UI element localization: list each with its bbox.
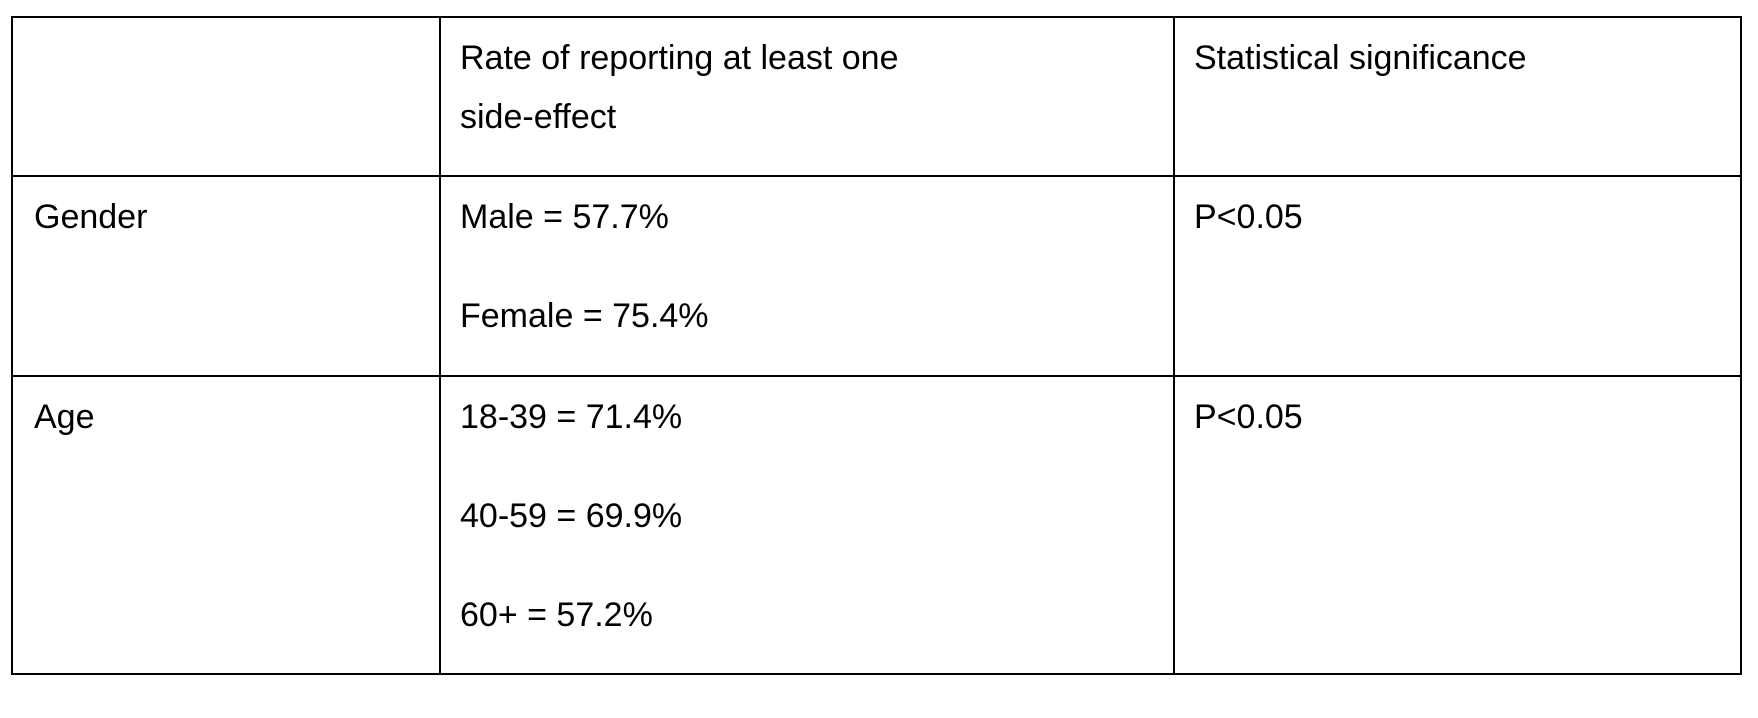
rates-cell: 18-39 = 71.4% 40-59 = 69.9% 60+ = 57.2% [439, 375, 1175, 675]
rate-value-male: Male = 57.7% [460, 198, 669, 236]
rate-value-female: Female = 75.4% [460, 297, 709, 335]
row-label-gender: Gender [34, 198, 148, 236]
side-effects-table: Rate of reporting at least one side-effe… [11, 16, 1742, 675]
rate-value-18-39: 18-39 = 71.4% [460, 398, 683, 436]
header-cell-significance: Statistical significance [1173, 16, 1742, 177]
table-row-age: Age 18-39 = 71.4% 40-59 = 69.9% 60+ = 57… [11, 375, 1742, 675]
table-header-row: Rate of reporting at least one side-effe… [11, 16, 1742, 177]
header-rate-line-1: Rate of reporting at least one [460, 39, 899, 77]
row-label-cell: Age [11, 375, 441, 675]
row-label-age: Age [34, 398, 95, 436]
rate-value-60-plus: 60+ = 57.2% [460, 596, 653, 634]
significance-value-age: P<0.05 [1194, 398, 1303, 436]
significance-cell: P<0.05 [1173, 375, 1742, 675]
header-rate-line-2: side-effect [460, 98, 617, 136]
table-row-gender: Gender Male = 57.7% Female = 75.4% P<0.0… [11, 175, 1742, 377]
header-cell-rate: Rate of reporting at least one side-effe… [439, 16, 1175, 177]
header-significance-label: Statistical significance [1194, 39, 1527, 77]
significance-cell: P<0.05 [1173, 175, 1742, 377]
header-cell-empty [11, 16, 441, 177]
row-label-cell: Gender [11, 175, 441, 377]
rate-value-40-59: 40-59 = 69.9% [460, 497, 683, 535]
header-empty-label [13, 18, 439, 29]
significance-value-gender: P<0.05 [1194, 198, 1303, 236]
rates-cell: Male = 57.7% Female = 75.4% [439, 175, 1175, 377]
